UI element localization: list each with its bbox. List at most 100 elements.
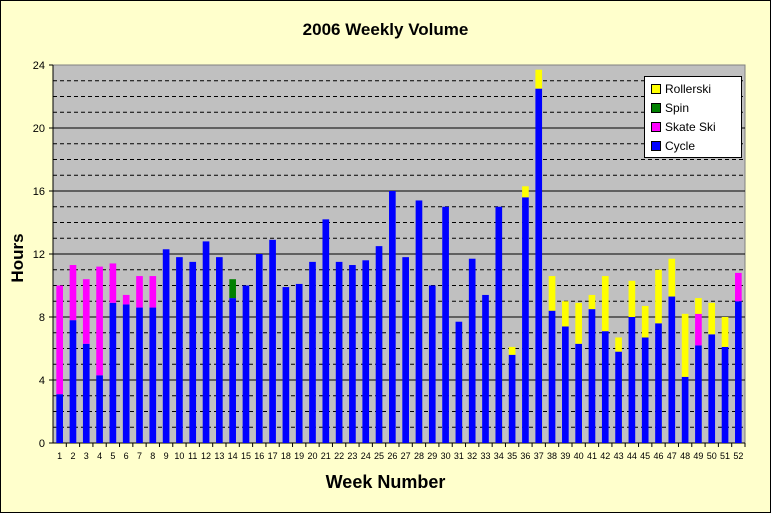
bar-rollerski [522,186,529,198]
x-tick-label: 23 [347,451,357,461]
bar-cycle [322,219,330,443]
bar-cycle [309,261,316,443]
x-tick-label: 20 [307,451,317,461]
bar-rollerski [668,258,676,297]
x-tick-label: 29 [427,451,437,461]
bar-cycle [162,249,170,443]
y-tick-label: 8 [39,312,45,324]
bar-skate-ski [735,272,742,302]
x-tick-label: 36 [520,451,530,461]
y-tick-label: 0 [39,438,45,450]
bar-cycle [269,239,276,443]
legend-label: Skate Ski [665,119,716,134]
x-tick-label: 44 [627,451,637,461]
x-axis-label: Week Number [325,472,446,492]
x-tick-label: 1 [57,451,62,461]
x-tick-label: 13 [214,451,224,461]
bar-cycle [362,260,370,443]
bar-spin [229,279,236,299]
x-tick-label: 39 [560,451,570,461]
bar-cycle [442,206,449,443]
x-tick-label: 50 [707,451,717,461]
bar-rollerski [708,302,716,335]
y-tick-label: 16 [33,186,45,198]
bar-skate-ski [69,265,77,321]
bar-cycle [522,197,529,443]
legend-item: Cycle [651,137,695,153]
x-tick-label: 31 [454,451,464,461]
bar-cycle [82,343,90,443]
bar-cycle [575,343,582,443]
x-tick-label: 48 [680,451,690,461]
bar-cycle [282,287,290,443]
x-tick-label: 47 [667,451,677,461]
x-tick-label: 9 [164,451,169,461]
bar-cycle [229,298,236,443]
x-tick-label: 16 [254,451,264,461]
bar-rollerski [695,298,702,314]
x-tick-label: 37 [534,451,544,461]
bar-cycle [149,307,157,443]
x-tick-label: 32 [467,451,477,461]
x-tick-label: 49 [693,451,703,461]
legend-swatch [651,121,661,132]
x-tick-label: 21 [321,451,331,461]
bar-cycle [681,376,689,443]
x-tick-label: 38 [547,451,557,461]
legend-label: Cycle [665,138,696,153]
bar-cycle [562,326,569,443]
bar-cycle [628,317,636,443]
bar-cycle [588,309,596,443]
bar-rollerski [721,317,729,347]
bar-cycle [136,307,143,443]
bar-skate-ski [109,263,117,303]
legend-swatch [651,102,661,113]
bar-rollerski [628,280,636,317]
bar-cycle [721,346,729,443]
bar-cycle [389,191,396,443]
bar-cycle [508,354,516,443]
bar-skate-ski [136,276,143,308]
bar-rollerski [508,346,516,355]
x-tick-label: 28 [414,451,424,461]
bar-skate-ski [82,279,90,344]
legend: Rollerski Spin Skate Ski Cycle [644,76,742,158]
bar-rollerski [588,294,596,310]
bar-cycle [402,257,409,443]
x-tick-label: 52 [733,451,743,461]
x-tick-label: 14 [228,451,238,461]
x-tick-label: 45 [640,451,650,461]
x-tick-label: 7 [137,451,142,461]
y-tick-label: 24 [33,60,45,72]
bar-cycle [375,246,383,443]
legend-label: Spin [665,100,690,115]
bar-cycle [495,206,503,443]
bar-cycle [109,302,117,443]
x-tick-label: 4 [97,451,102,461]
bar-cycle [668,296,676,443]
x-tick-label: 17 [268,451,278,461]
bar-rollerski [562,301,569,327]
bar-rollerski [601,276,609,332]
bar-skate-ski [56,285,63,395]
y-tick-label: 12 [33,249,45,261]
bar-rollerski [655,269,662,324]
legend-swatch [651,83,661,94]
x-tick-label: 18 [281,451,291,461]
x-tick-label: 22 [334,451,344,461]
x-tick-label: 40 [574,451,584,461]
x-tick-label: 33 [480,451,490,461]
bar-cycle [56,394,63,443]
bar-skate-ski [695,313,702,346]
bar-rollerski [615,337,622,352]
x-tick-label: 41 [587,451,597,461]
bar-cycle [69,320,77,443]
bar-cycle [641,337,649,443]
bar-cycle [695,345,702,443]
x-tick-label: 46 [653,451,663,461]
bar-skate-ski [149,276,157,308]
x-tick-label: 26 [387,451,397,461]
bar-cycle [202,241,210,443]
x-tick-label: 5 [110,451,115,461]
